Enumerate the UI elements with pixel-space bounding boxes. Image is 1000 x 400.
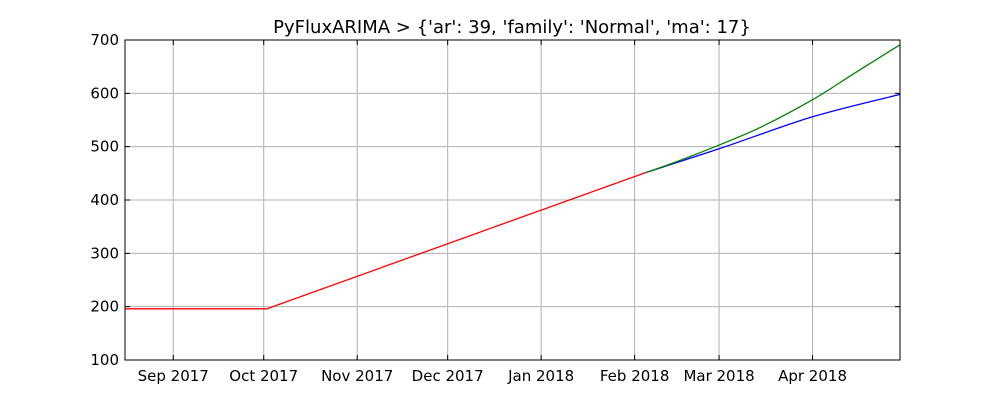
series-line-1 bbox=[646, 93, 901, 173]
y-tick-label: 200 bbox=[90, 298, 119, 316]
series-line-0 bbox=[125, 171, 647, 310]
x-tick-label: Feb 2018 bbox=[600, 367, 670, 385]
x-tick-label: Sep 2017 bbox=[138, 367, 209, 385]
grid-layer bbox=[125, 40, 900, 360]
y-tick-label: 500 bbox=[90, 138, 119, 156]
x-tick-label: Nov 2017 bbox=[321, 367, 393, 385]
x-tick-label: Jan 2018 bbox=[507, 367, 574, 385]
y-tick-label: 300 bbox=[90, 244, 119, 262]
series-layer bbox=[125, 44, 901, 310]
x-tick-label: Oct 2017 bbox=[229, 367, 298, 385]
y-tick-label: 100 bbox=[90, 351, 119, 369]
y-tick-label: 700 bbox=[90, 31, 119, 49]
x-tick-label: Dec 2017 bbox=[412, 367, 484, 385]
series-line-2 bbox=[646, 44, 901, 173]
x-tick-label: Apr 2018 bbox=[778, 367, 847, 385]
tick-layer: 100 200 300 400 500 600 700 Sep 2017 Oct 2017 Nov… bbox=[90, 31, 900, 385]
y-tick-label: 600 bbox=[90, 84, 119, 102]
y-tick-label: 400 bbox=[90, 191, 119, 209]
x-tick-label: Mar 2018 bbox=[683, 367, 754, 385]
chart-title: PyFluxARIMA > {'ar': 39, 'family': 'Norm… bbox=[273, 17, 751, 38]
